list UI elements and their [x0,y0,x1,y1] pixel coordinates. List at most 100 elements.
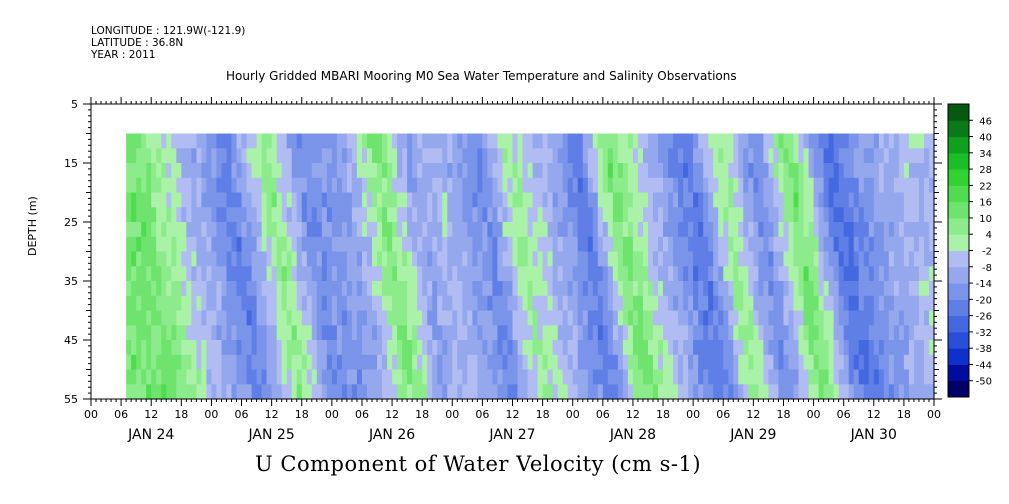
heat-cell [733,340,739,356]
heat-cell [522,251,529,267]
heat-cell [166,295,172,312]
colorbar-swatch [948,250,969,268]
heat-cell [873,177,880,194]
heat-cell [843,310,850,326]
heat-cell [683,222,689,238]
heat-cell [402,295,408,312]
heat-cell [898,295,905,312]
heat-cell [903,281,910,297]
x-hour-label: 12 [144,408,158,421]
heat-cell [888,340,895,356]
colorbar-swatch [948,185,969,203]
heat-cell [828,251,835,267]
heat-cell [402,369,408,385]
heat-cell [853,310,860,326]
heat-cell [828,236,835,253]
heat-cell [893,369,900,385]
heat-cell [668,295,674,312]
heat-cell [186,281,192,297]
heat-cell [607,384,614,400]
heat-cell [517,281,524,297]
heat-cell [306,266,313,282]
heat-cell [231,133,238,149]
heat-cell [888,310,895,326]
heat-cell [447,354,453,371]
heat-cell [527,325,534,341]
heat-cell [181,266,187,282]
heat-cell [648,192,654,208]
heat-cell [873,251,880,267]
heat-cell [733,354,739,371]
heat-cell [602,325,609,341]
heat-cell [653,207,659,223]
heat-cell [407,325,413,341]
heat-cell [648,207,654,223]
heat-cell [356,266,363,282]
heat-cell [693,369,699,385]
heat-cell [532,295,539,312]
heat-cell [201,369,207,385]
heat-cell [648,354,654,371]
heat-cell [181,251,187,267]
heat-cell [703,192,709,208]
heat-cell [793,251,800,267]
heat-cell [622,369,629,385]
heat-cell [356,222,363,238]
heat-cell [663,251,669,267]
heat-cell [447,177,453,194]
heat-cell [843,148,850,164]
heat-cell [236,207,243,223]
heat-cell [201,148,207,164]
heat-cell [261,192,268,208]
heat-cell [502,340,509,356]
heat-cell [161,384,167,400]
heat-cell [753,310,759,326]
heat-cell [728,192,734,208]
heat-cell [367,266,373,282]
heat-cell [838,325,845,341]
heat-cell [467,340,473,356]
heat-cell [607,340,614,356]
heat-cell [161,133,167,149]
heat-cell [497,354,503,371]
heat-cell [517,222,524,238]
heat-cell [276,325,283,341]
heat-cell [873,192,880,208]
heat-cell [362,310,368,326]
heat-cell [186,354,192,371]
heat-cell [607,236,614,253]
heat-cell [392,369,398,385]
heat-cell [602,340,609,356]
heat-cell [783,325,790,341]
heat-cell [291,325,298,341]
heat-cell [723,192,729,208]
heat-cell [668,281,674,297]
heat-cell [567,177,574,194]
heat-cell [868,384,875,400]
heat-cell [863,236,870,253]
heat-cell [502,133,509,149]
heat-cell [452,163,458,179]
heat-cell [798,236,805,253]
heat-cell [632,148,639,164]
heat-cell [326,281,333,297]
heat-cell [863,207,870,223]
heat-cell [246,222,253,238]
heat-cell [653,384,659,400]
heat-cell [221,295,228,312]
heat-cell [562,133,569,149]
heat-cell [873,148,880,164]
heat-cell [276,281,283,297]
heat-cell [898,384,905,400]
heat-cell [778,251,784,267]
heat-cell [427,177,433,194]
heat-cell [261,236,268,253]
heat-cell [246,369,253,385]
heat-cell [171,354,177,371]
heat-cell [286,251,293,267]
heat-cell [778,325,784,341]
heat-cell [452,133,458,149]
heat-cell [176,281,182,297]
heat-cell [407,384,413,400]
heat-cell [141,369,147,385]
